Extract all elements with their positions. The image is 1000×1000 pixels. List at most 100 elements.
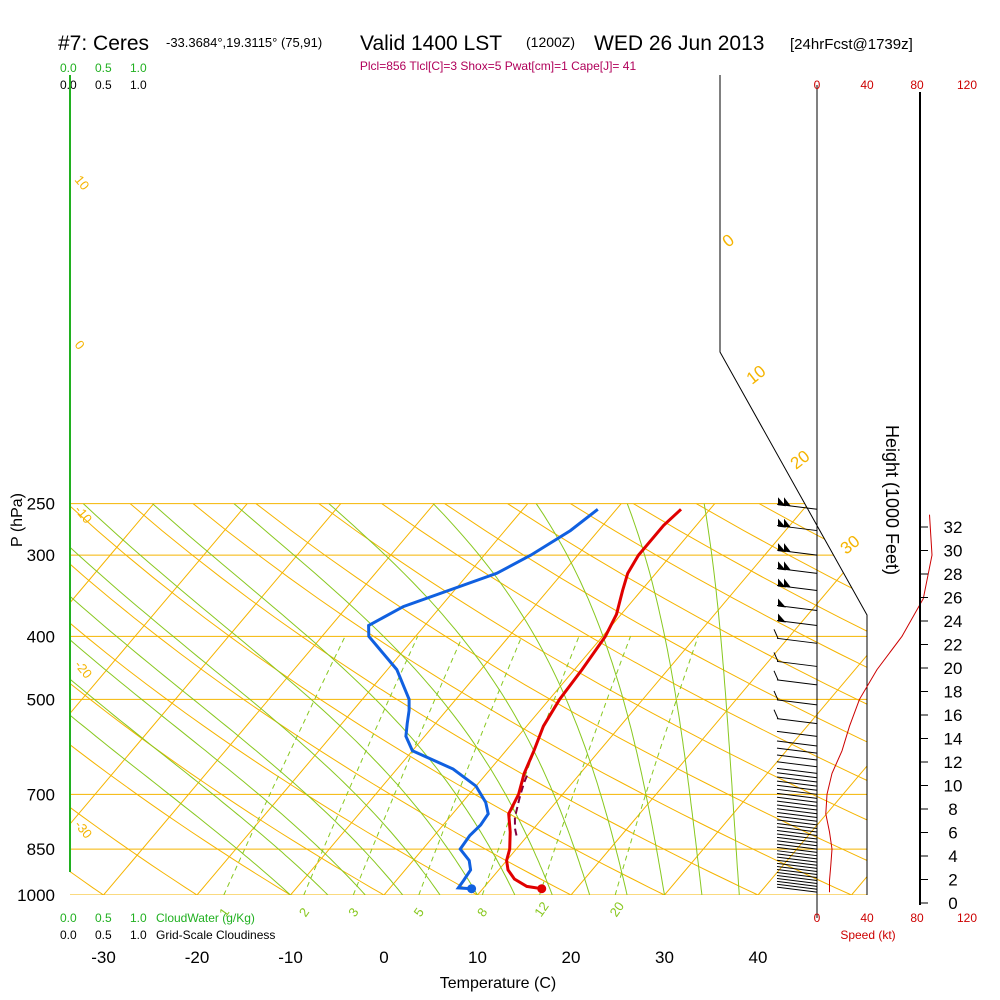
parcel-params: Plcl=856 Tlcl[C]=3 Shox=5 Pwat[cm]=1 Cap… [360, 59, 637, 73]
dry-adiabat-line [0, 504, 10, 895]
mixing-ratio-line [539, 636, 631, 895]
isotherm-line [70, 503, 155, 604]
dry-adiabat-line [129, 503, 759, 895]
dry-adiabat-line [70, 682, 385, 895]
x-axis-label: Temperature (C) [440, 975, 556, 992]
wind-barb [776, 833, 818, 840]
valid-time: Valid 1400 LST [360, 32, 502, 55]
moist-adiabat-line [70, 678, 329, 895]
wind-feather [773, 629, 779, 639]
wind-flag [784, 543, 791, 553]
cloudwater-tick-2: 1.0 [130, 911, 147, 925]
moist-adiabat-line [703, 503, 740, 895]
cloudwater-tick-1: 0.5 [95, 911, 112, 925]
wind-barb [776, 880, 818, 887]
height-tick-label: 0 [948, 894, 957, 913]
dry-adiabat-line [381, 503, 867, 781]
dry-adiabat-line [192, 503, 852, 895]
height-axis-label: Height (1000 Feet) [882, 425, 902, 575]
mixing-ratio-line [614, 636, 699, 895]
pressure-tick-label: 850 [27, 840, 55, 859]
mixing-ratio-line [418, 636, 523, 895]
pressure-tick-label: 1000 [17, 886, 55, 905]
parcel-line [513, 775, 528, 836]
surface-dewpoint-dot [467, 884, 477, 894]
mixing-ratio-line [481, 636, 580, 895]
moist-adiabat-line [83, 503, 478, 895]
moist-adiabat-line [328, 503, 591, 895]
temperature-tick-label: -20 [185, 948, 210, 967]
pressure-tick-label: 300 [27, 546, 55, 565]
dry-adiabat-line [70, 563, 572, 895]
mixing-ratio-label: 3 [345, 905, 361, 920]
wind-barb [776, 865, 818, 872]
adiabat-label: -20 [72, 657, 96, 681]
wind-flag [784, 518, 791, 528]
moist-adiabat-line [70, 546, 441, 895]
wind-barb [776, 754, 818, 761]
height-tick-label: 4 [948, 847, 957, 866]
adiabat-label: 0 [72, 337, 88, 352]
wind-flag [784, 561, 791, 571]
height-tick-label: 8 [948, 800, 957, 819]
cloudiness-label: Grid-Scale Cloudiness [156, 928, 275, 942]
wind-barb [776, 812, 818, 819]
temperature-tick-label: -30 [91, 948, 116, 967]
speed-tick-bottom: 120 [957, 911, 977, 925]
temperature-line [505, 508, 683, 891]
isotherm-line [851, 875, 867, 895]
wind-feather [773, 709, 779, 719]
height-tick-label: 20 [944, 659, 963, 678]
moist-adiabat-line [70, 595, 404, 895]
dry-adiabat-line [70, 505, 665, 895]
mixing-ratio-label: 8 [474, 905, 490, 920]
wind-barb [776, 776, 818, 783]
height-tick-label: 2 [948, 871, 957, 890]
height-tick-label: 32 [944, 518, 963, 537]
wind-barb [776, 788, 818, 795]
wind-barb [776, 740, 818, 747]
height-tick-label: 16 [944, 706, 963, 725]
height-tick-label: 22 [944, 636, 963, 655]
cloudiness-tick-0: 0.0 [60, 928, 77, 942]
height-tick-label: 18 [944, 683, 963, 702]
dry-adiabat-line [70, 622, 478, 895]
cloudwater-label: CloudWater (g/Kg) [156, 911, 255, 925]
wind-barb [776, 796, 818, 803]
top-cloud-legend: 0.0 0.5 1.0 0.0 0.5 1.0 [60, 61, 147, 92]
height-tick-label: 10 [944, 777, 963, 796]
speed-tick-bottom: 80 [910, 911, 924, 925]
station-name: #7: Ceres [58, 32, 149, 55]
wind-barb [776, 718, 818, 725]
height-tick-label: 6 [948, 824, 957, 843]
height-tick-label: 14 [944, 730, 963, 749]
speed-axis-label: Speed (kt) [840, 928, 895, 942]
mixing-ratio-label: 2 [296, 905, 312, 920]
wind-barb [776, 877, 818, 884]
frame-edge [719, 75, 868, 895]
top-black-tick-0: 0.0 [60, 78, 77, 92]
temperature-tick-label: 20 [562, 948, 581, 967]
dry-adiabat-line [633, 503, 867, 632]
wind-barb [776, 637, 818, 644]
date-label: WED 26 Jun 2013 [594, 32, 764, 55]
wind-barb [776, 830, 818, 837]
wind-barb [776, 747, 818, 754]
wind-barb [776, 836, 818, 843]
height-tick-label: 12 [944, 753, 963, 772]
mixing-ratio-line [303, 636, 419, 895]
moist-adiabat-line [70, 639, 366, 895]
wind-barb [776, 843, 818, 850]
bottom-cloud-legend: 0.0 0.5 1.0 CloudWater (g/Kg) 0.0 0.5 1.… [60, 911, 275, 942]
cloudwater-tick-0: 0.0 [60, 911, 77, 925]
wind-barb [776, 846, 818, 853]
wind-barb [776, 730, 818, 737]
height-tick-label: 24 [944, 612, 963, 631]
wind-barb [776, 804, 818, 811]
wind-feather [773, 670, 779, 681]
speed-tick-bottom: 0 [814, 911, 821, 925]
wind-barb [776, 784, 818, 791]
temperature-tick-label: 30 [655, 948, 674, 967]
mixing-ratio-label: 20 [607, 899, 628, 919]
temperature-tick-label: -10 [278, 948, 303, 967]
